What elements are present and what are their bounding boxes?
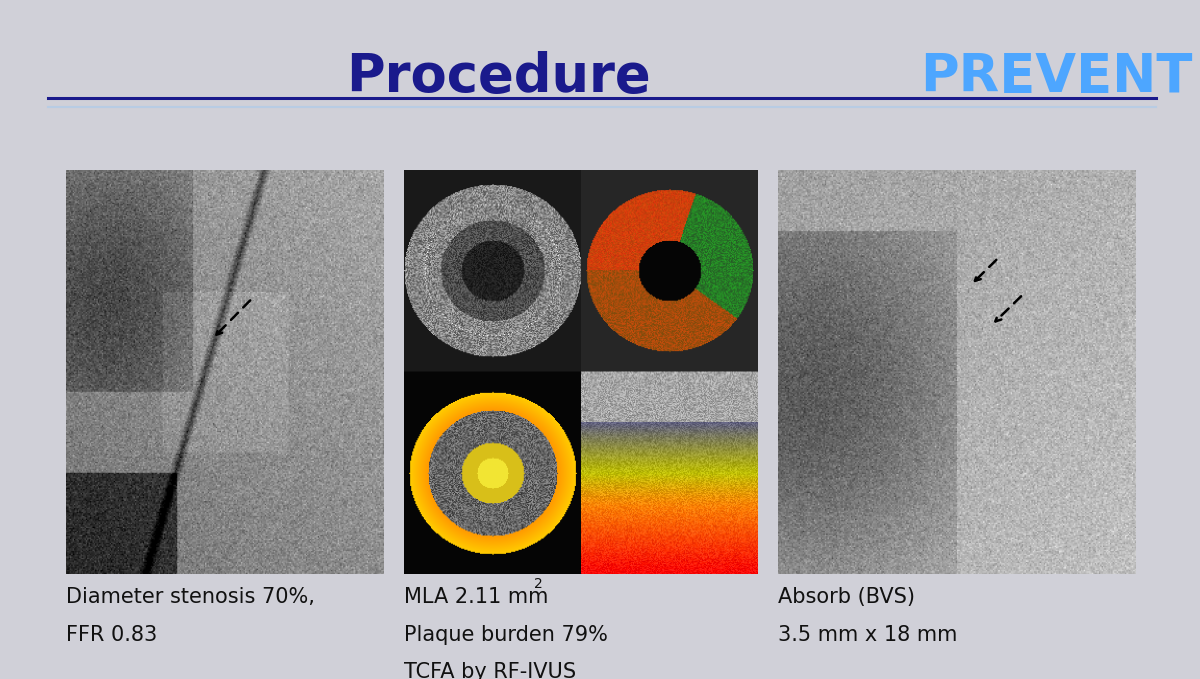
Text: TCFA by RF-IVUS: TCFA by RF-IVUS <box>404 662 576 679</box>
Text: PREVENT: PREVENT <box>920 51 1192 103</box>
Text: Absorb (BVS): Absorb (BVS) <box>778 587 914 607</box>
Text: MLA 2.11 mm: MLA 2.11 mm <box>404 587 548 607</box>
Text: Diameter stenosis 70%,: Diameter stenosis 70%, <box>66 587 314 607</box>
Text: Procedure: Procedure <box>346 51 650 103</box>
Text: FFR 0.83: FFR 0.83 <box>66 625 157 644</box>
Text: 2: 2 <box>534 577 542 591</box>
Text: 3.5 mm x 18 mm: 3.5 mm x 18 mm <box>778 625 956 644</box>
Text: Plaque burden 79%: Plaque burden 79% <box>404 625 608 644</box>
